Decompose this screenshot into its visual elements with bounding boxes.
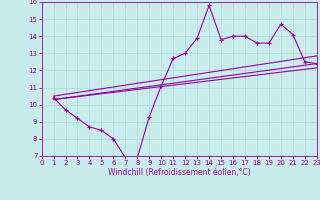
X-axis label: Windchill (Refroidissement éolien,°C): Windchill (Refroidissement éolien,°C) [108, 168, 251, 177]
